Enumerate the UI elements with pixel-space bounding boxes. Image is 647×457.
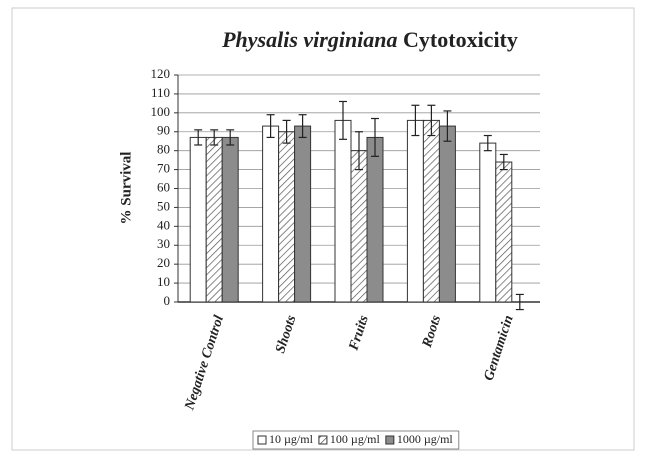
y-tick-label: 0 — [164, 293, 171, 308]
bar — [221, 136, 239, 303]
x-tick-label: Shoots — [273, 313, 299, 355]
y-tick-label: 80 — [157, 142, 170, 157]
legend-swatch — [257, 435, 267, 445]
bar — [495, 161, 513, 303]
bar — [334, 119, 352, 303]
y-tick-label: 100 — [151, 104, 171, 119]
y-tick-label: 70 — [157, 161, 170, 176]
legend-label: 10 µg/ml — [269, 432, 314, 446]
x-tick-label: Gentamicin — [481, 313, 516, 382]
frame — [11, 7, 635, 451]
x-tick-label: Roots — [420, 313, 445, 350]
legend-box — [252, 430, 460, 450]
legend-swatch — [385, 435, 395, 445]
bar — [366, 136, 384, 303]
bar — [294, 125, 312, 303]
bar — [422, 119, 440, 303]
x-tick-label: Negative Control — [182, 313, 227, 412]
y-tick-label: 50 — [157, 198, 170, 213]
bar — [406, 119, 424, 303]
y-tick-label: 10 — [157, 274, 170, 289]
legend-swatch — [318, 435, 328, 445]
y-axis-label: % Survival — [118, 152, 134, 225]
bar — [189, 136, 207, 303]
title-species: Physalis virginiana — [221, 27, 397, 52]
bar — [350, 150, 368, 303]
legend-label: 100 µg/ml — [330, 432, 381, 446]
chart-title: Physalis virginiana Cytotoxicity — [221, 27, 518, 52]
y-tick-label: 90 — [157, 123, 170, 138]
y-tick-label: 40 — [157, 217, 170, 232]
x-tick-label: Fruits — [346, 313, 372, 353]
bar — [438, 125, 456, 303]
legend-label: 1000 µg/ml — [397, 432, 454, 446]
bar — [205, 136, 223, 303]
legend: 10 µg/ml 100 µg/ml 1000 µg/ml — [252, 430, 460, 450]
bar — [278, 131, 296, 303]
title-text: Cytotoxicity — [403, 27, 518, 52]
y-tick-label: 20 — [157, 255, 170, 270]
bar — [479, 142, 497, 303]
bar — [262, 125, 280, 303]
y-tick-label: 110 — [151, 85, 170, 100]
y-tick-label: 30 — [157, 236, 170, 251]
y-tick-label: 120 — [151, 66, 171, 81]
y-tick-label: 60 — [157, 179, 170, 194]
